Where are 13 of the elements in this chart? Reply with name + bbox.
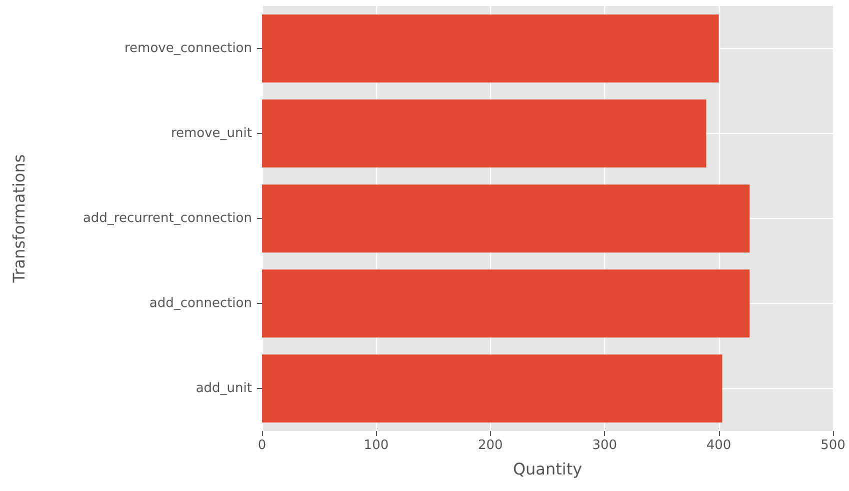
x-tick-label: 300 (592, 438, 618, 453)
x-tick-label: 0 (258, 438, 266, 453)
x-axis-title: Quantity (512, 460, 582, 478)
y-axis-title: Transformations (10, 154, 28, 284)
x-tick-label: 200 (478, 438, 503, 453)
y-tick-label: remove_connection (124, 41, 252, 56)
y-tick-label: add_connection (149, 296, 252, 311)
x-tick-label: 500 (820, 438, 846, 453)
y-tick-label: add_unit (196, 381, 252, 396)
y-tick-label: remove_unit (170, 126, 252, 141)
x-tick-label: 100 (364, 438, 389, 453)
y-tick-label: add_recurrent_connection (82, 211, 252, 226)
x-tick-label: 400 (706, 438, 732, 453)
